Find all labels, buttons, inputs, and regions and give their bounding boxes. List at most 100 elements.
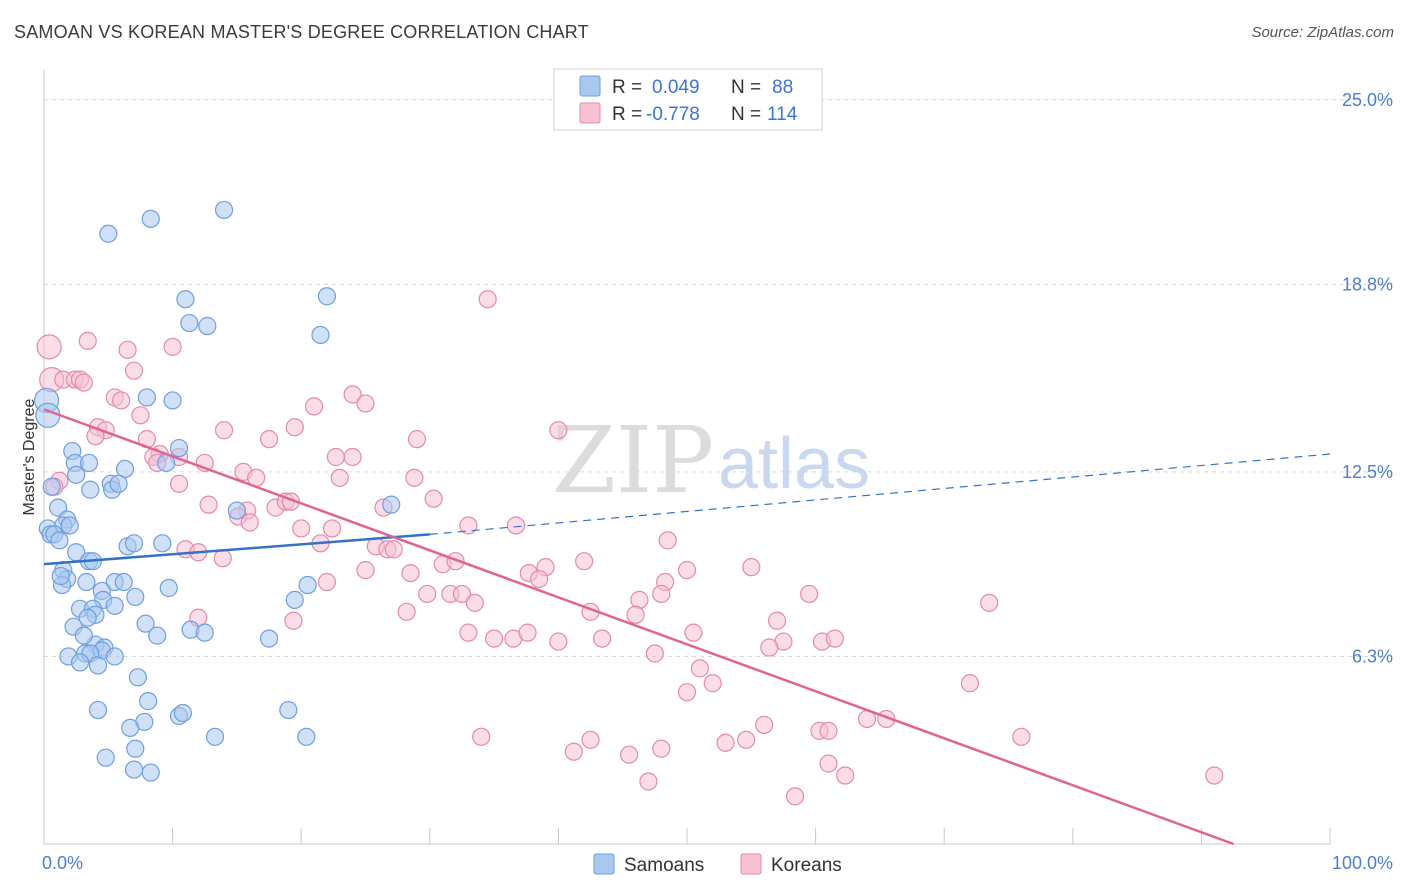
koreans-point-12 [356, 394, 375, 413]
samoans-point-70 [128, 668, 147, 687]
koreans-point-114 [620, 745, 639, 764]
bottom-legend-label-samoans: Samoans [624, 855, 704, 876]
koreans-point-35 [330, 468, 349, 487]
koreans-point-8 [124, 361, 144, 380]
y-tick-label-2: 18.8% [1342, 274, 1393, 294]
koreans-point-116 [819, 754, 838, 773]
bottom-legend-swatch-samoans [593, 853, 615, 875]
koreans-point-37 [169, 474, 189, 493]
koreans-point-60 [213, 549, 232, 568]
samoans-point-78 [205, 727, 225, 746]
watermark-atlas: atlas [718, 424, 870, 504]
koreans-point-86 [767, 611, 787, 630]
koreans-point-30 [326, 447, 346, 467]
legend-n-label-koreans: N = [731, 104, 761, 125]
samoans-point-79 [297, 727, 316, 746]
samoans-point-34 [153, 534, 172, 553]
samoans-point-49 [285, 590, 304, 609]
samoans-point-58 [195, 623, 214, 642]
samoans-point-31 [50, 531, 69, 550]
koreans-point-11 [343, 385, 362, 404]
bottom-legend-label-koreans: Koreans [771, 855, 842, 876]
koreans-point-82 [626, 605, 645, 624]
y-tick-labels: 6.3% 12.5% 18.8% 25.0% [1342, 90, 1393, 667]
koreans-point-7 [118, 340, 137, 359]
koreans-point-83 [397, 602, 416, 621]
samoans-point-48 [126, 587, 145, 607]
koreans-point-101 [960, 674, 980, 693]
koreans-point-79 [630, 590, 649, 609]
samoans-point-45 [298, 575, 317, 595]
samoans-point-83 [141, 763, 160, 782]
y-tick-label-0: 6.3% [1352, 646, 1393, 666]
samoans-point-12 [169, 438, 189, 458]
koreans-point-119 [785, 787, 805, 806]
koreans-point-96 [825, 629, 844, 648]
x-ticks [43, 828, 1331, 844]
koreans-point-1 [78, 331, 97, 350]
samoans-point-15 [79, 453, 99, 473]
chart-title: SAMOAN VS KOREAN MASTER'S DEGREE CORRELA… [14, 22, 589, 42]
koreans-point-50 [322, 519, 342, 538]
koreans-point-52 [506, 516, 526, 535]
samoans-point-7 [311, 325, 330, 345]
koreans-point-31 [343, 447, 362, 467]
samoans-point-10 [137, 388, 156, 407]
samoans-point-68 [70, 653, 90, 672]
koreans-point-45 [424, 489, 443, 508]
legend-r-label-koreans: R = [612, 104, 642, 125]
samoans-point-82 [124, 760, 144, 779]
koreans-point-68 [356, 561, 375, 580]
legend-r-label-samoans: R = [612, 77, 642, 98]
koreans-point-87 [459, 623, 478, 642]
samoans-points [33, 200, 401, 782]
samoans-point-80 [126, 739, 145, 758]
legend-r-value-koreans: -0.778 [646, 104, 700, 125]
koreans-point-91 [549, 632, 568, 651]
samoans-point-87 [74, 626, 93, 645]
samoans-point-23 [227, 501, 246, 520]
koreans-point-13 [304, 397, 324, 416]
koreans-point-20 [285, 418, 304, 437]
samoans-point-19 [42, 477, 61, 496]
legend-n-label-samoans: N = [731, 77, 761, 98]
koreans-point-106 [819, 721, 838, 740]
koreans-point-66 [677, 561, 697, 580]
samoans-point-4 [180, 313, 199, 333]
koreans-point-71 [530, 569, 549, 589]
koreans-point-90 [518, 623, 537, 642]
koreans-point-120 [639, 772, 658, 791]
samoans-point-41 [77, 572, 96, 592]
koreans-point-53 [658, 531, 677, 550]
samoans-point-17 [67, 465, 86, 484]
samoans-point-60 [259, 629, 279, 648]
koreans-point-85 [284, 611, 303, 630]
samoans-point-59 [148, 626, 167, 645]
koreans-point-69 [401, 563, 420, 583]
samoans-point-1 [141, 209, 160, 228]
samoans-point-33 [124, 534, 144, 553]
watermark-zip: ZIP [552, 407, 714, 514]
koreans-point-19 [214, 421, 234, 440]
koreans-point-51 [459, 516, 478, 535]
samoans-point-77 [121, 718, 140, 738]
samoans-point-28 [60, 516, 79, 535]
koreans-point-97 [760, 638, 779, 657]
samoans-point-86 [51, 566, 70, 586]
samoans-point-54 [78, 608, 97, 627]
x-tick-label-right: 100.0% [1332, 853, 1393, 873]
koreans-point-76 [652, 584, 671, 604]
x-tick-label-left: 0.0% [42, 853, 83, 873]
koreans-point-15 [112, 391, 131, 410]
koreans-point-88 [485, 629, 504, 648]
koreans-trend-line [43, 408, 1234, 846]
samoans-point-81 [96, 748, 115, 767]
legend-swatch-samoans [579, 75, 601, 97]
samoans-point-75 [173, 703, 192, 723]
samoans-trend-line [43, 533, 430, 566]
koreans-point-78 [465, 593, 484, 612]
samoans-point-55 [136, 614, 155, 633]
samoans-point-44 [159, 578, 178, 598]
koreans-point-110 [581, 730, 600, 749]
koreans-point-112 [652, 739, 671, 758]
